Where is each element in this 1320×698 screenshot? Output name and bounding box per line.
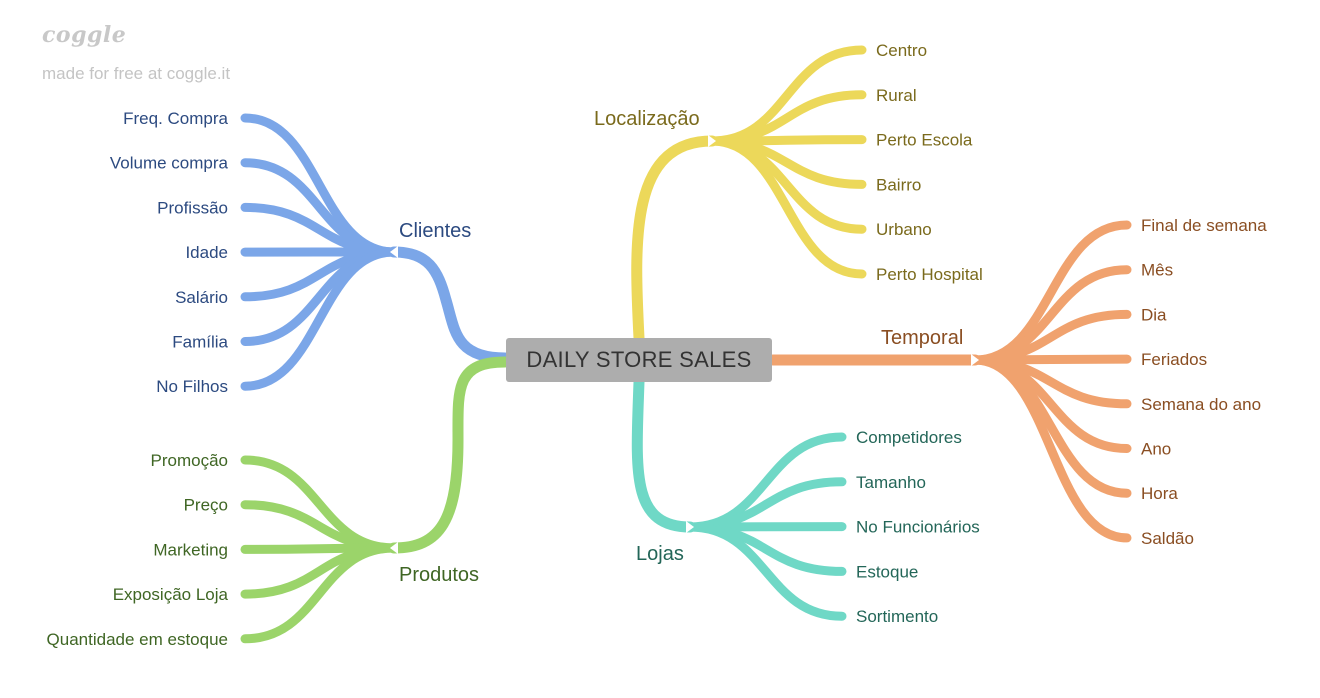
clientes-item-no-filhos[interactable]: No Filhos [156, 377, 228, 396]
localizacao-item-centro[interactable]: Centro [876, 41, 927, 60]
temporal-item-final-de-semana[interactable]: Final de semana [1141, 216, 1267, 235]
lojas-leaf-connector [685, 522, 847, 621]
produtos-item-promocao[interactable]: Promoção [151, 451, 228, 470]
branch-produtos[interactable]: Produtos [399, 564, 479, 586]
clientes-item-idade[interactable]: Idade [185, 243, 228, 262]
temporal-item-feriados[interactable]: Feriados [1141, 350, 1207, 369]
localizacao-trunk [631, 135, 718, 344]
localizacao-item-rural[interactable]: Rural [876, 86, 917, 105]
lojas-connector-icon [686, 521, 694, 533]
branch-clientes[interactable]: Clientes [399, 220, 471, 242]
clientes-connector-icon [390, 246, 398, 258]
localizacao-item-perto-escola[interactable]: Perto Escola [876, 131, 973, 150]
produtos-connector-icon [390, 542, 398, 554]
localizacao-leaf-connector [707, 136, 867, 279]
temporal-leaf-connector [970, 355, 1132, 543]
branch-temporal[interactable]: Temporal [881, 327, 963, 349]
clientes-item-volume-compra[interactable]: Volume compra [110, 154, 229, 173]
lojas-item-no-funcionarios[interactable]: No Funcionários [856, 518, 980, 537]
temporal-item-hora[interactable]: Hora [1141, 484, 1178, 503]
produtos-item-preco[interactable]: Preço [184, 496, 228, 515]
lojas-item-competidores[interactable]: Competidores [856, 428, 962, 447]
localizacao-item-urbano[interactable]: Urbano [876, 220, 932, 239]
temporal-item-ano[interactable]: Ano [1141, 440, 1171, 459]
clientes-item-salario[interactable]: Salário [175, 288, 228, 307]
temporal-item-saldao[interactable]: Saldão [1141, 529, 1194, 548]
clientes-item-familia[interactable]: Família [172, 333, 228, 352]
localizacao-item-perto-hospital[interactable]: Perto Hospital [876, 265, 983, 284]
clientes-leaf-connector [240, 247, 399, 391]
branch-localizacao[interactable]: Localização [594, 108, 700, 130]
produtos-item-marketing[interactable]: Marketing [153, 540, 228, 559]
clientes-item-profissao[interactable]: Profissão [157, 198, 228, 217]
temporal-item-mes[interactable]: Mês [1141, 261, 1173, 280]
temporal-item-dia[interactable]: Dia [1141, 305, 1167, 324]
lojas-item-estoque[interactable]: Estoque [856, 562, 918, 581]
lojas-trunk [631, 376, 696, 533]
localizacao-item-bairro[interactable]: Bairro [876, 175, 921, 194]
clientes-item-freq-compra[interactable]: Freq. Compra [123, 109, 228, 128]
branch-lojas[interactable]: Lojas [636, 543, 684, 565]
lojas-item-tamanho[interactable]: Tamanho [856, 473, 926, 492]
produtos-item-quantidade-em-estoque[interactable]: Quantidade em estoque [47, 630, 228, 649]
central-node[interactable]: DAILY STORE SALES [506, 338, 772, 382]
temporal-connector-icon [971, 354, 979, 366]
produtos-leaf-connector [240, 543, 399, 644]
coggle-logo: coggle [42, 22, 127, 48]
produtos-item-exposicao-loja[interactable]: Exposição Loja [113, 585, 229, 604]
produtos-trunk [388, 356, 511, 554]
localizacao-connector-icon [708, 135, 716, 147]
coggle-tagline: made for free at coggle.it [42, 64, 231, 83]
temporal-item-semana-do-ano[interactable]: Semana do ano [1141, 395, 1261, 414]
clientes-trunk [388, 246, 511, 364]
lojas-item-sortimento[interactable]: Sortimento [856, 607, 938, 626]
